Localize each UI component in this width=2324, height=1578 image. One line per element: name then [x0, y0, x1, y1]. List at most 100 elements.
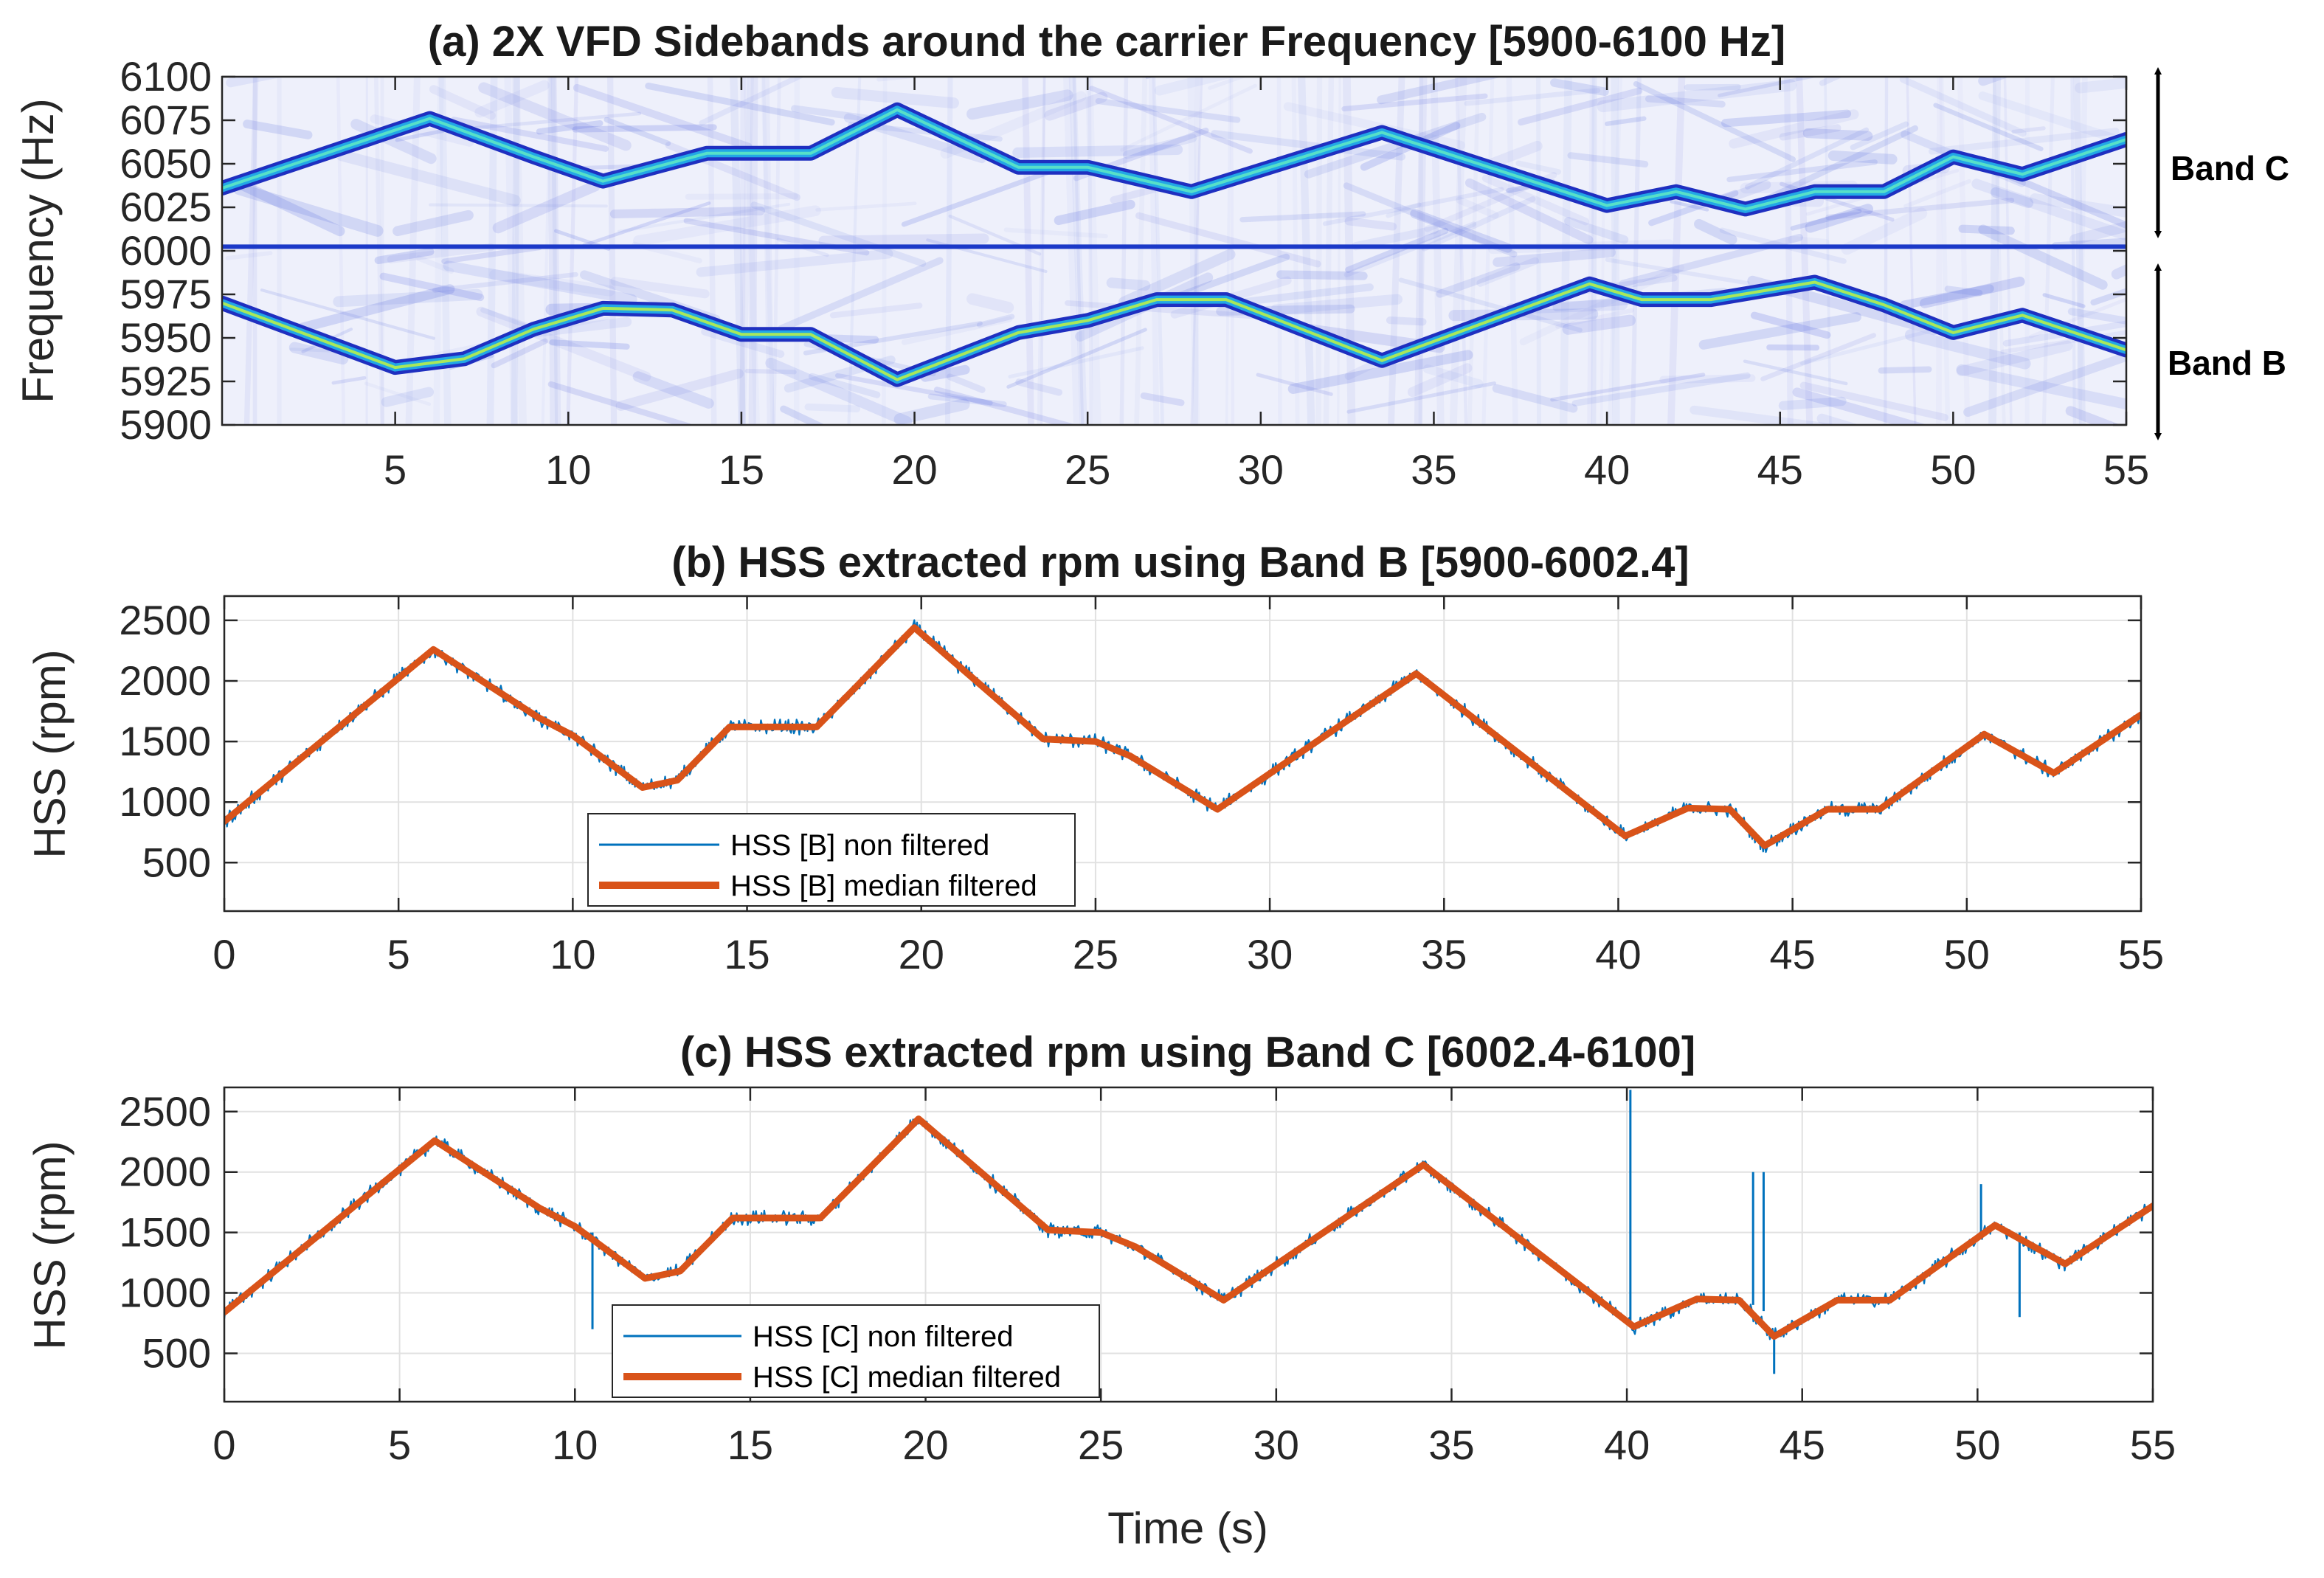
spectrogram-streak [387, 243, 495, 263]
spectrogram-streak [1140, 392, 1185, 406]
axes-box [223, 595, 2143, 913]
spectrogram-streak [1304, 112, 1487, 179]
spectrogram-vertical-streak [1824, 77, 1832, 425]
spectrogram-streak [834, 373, 993, 406]
series-median-filtered [224, 1115, 2153, 1340]
spectrogram-streak [1562, 314, 1636, 335]
spectrogram-streak [1519, 263, 1684, 346]
spectrogram-streak [1065, 300, 1256, 319]
spectrogram-streak [1154, 77, 1237, 96]
spectrogram-vertical-streak [707, 77, 717, 425]
spectrogram-vertical-streak [1087, 77, 1093, 425]
spectrogram-streak [1819, 77, 1844, 86]
spectrogram-streak [1802, 128, 1873, 141]
spectrogram-streak [1386, 316, 1427, 326]
spectrogram-streak [547, 381, 692, 425]
spectrogram-streak [1963, 351, 2126, 417]
spectrogram-vertical-streak [1229, 77, 1235, 425]
band-b-label: Band B [2168, 344, 2286, 382]
spectrogram-vertical-streak [1342, 77, 1356, 425]
x-tick-label: 25 [1065, 446, 1110, 493]
spectrogram-streak [1211, 130, 1406, 161]
x-tick-label: 5 [388, 1422, 411, 1468]
spectrogram-streak [617, 202, 791, 233]
spectrogram-streak [1407, 363, 1473, 398]
spectrogram-streak [1878, 366, 1932, 374]
spectrogram-vertical-streak [1796, 77, 1813, 425]
band-c-trace-core [222, 108, 2126, 211]
spectrogram-streak [1351, 225, 1439, 251]
spectrogram-streak [1555, 308, 1634, 329]
spectrogram-streak [336, 149, 521, 207]
spectrogram-streak [370, 114, 474, 147]
spectrogram-vertical-streak [606, 77, 618, 425]
spectrogram-vertical-streak [1068, 77, 1087, 425]
spectrogram-streak [1464, 88, 1601, 106]
spectrogram-vertical-streak [761, 77, 775, 425]
spectrogram-streak [364, 381, 432, 406]
spectrogram-streak [610, 277, 710, 299]
spectrogram-streak [1645, 95, 1726, 108]
x-tick-label: 40 [1604, 1422, 1650, 1468]
spectrogram-vertical-streak [511, 77, 527, 425]
spectrogram-streak [1690, 405, 1842, 425]
spectrogram-streak [946, 373, 986, 393]
series-median-filtered [224, 624, 2141, 849]
spectrogram-streak [1436, 262, 1521, 298]
spectrogram-streak [429, 203, 608, 208]
y-tick-label: 5975 [120, 271, 212, 317]
spectrogram-streak [1670, 200, 1709, 212]
spectrogram-streak [1633, 80, 1796, 162]
spectrogram-streak [395, 128, 445, 142]
spectrogram-streak [920, 364, 970, 382]
spectrogram-vertical-streak [1152, 77, 1165, 425]
spectrogram-vertical-streak [1935, 77, 1943, 425]
spectrogram-vertical-streak [1938, 77, 1951, 425]
y-tick-label: 2500 [119, 597, 211, 643]
x-tick-label: 45 [1757, 446, 1803, 493]
spectrogram-vertical-streak [1608, 77, 1623, 425]
spectrogram-streak [480, 307, 531, 329]
x-tick-label: 25 [1078, 1422, 1124, 1468]
spectrogram-streak [1422, 364, 1484, 389]
spectrogram-vertical-streak [1430, 77, 1445, 425]
spectrogram-streak [1933, 103, 2044, 152]
spectrogram-streak [572, 124, 717, 133]
spectrogram-streak [441, 244, 542, 264]
spectrogram-streak [1054, 199, 1135, 226]
spectrogram-streak [1743, 359, 1848, 386]
spectrogram-vertical-streak [547, 77, 558, 425]
y-tick-label: 1000 [119, 1270, 211, 1316]
panel-c-legend: HSS [C] non filtered HSS [C] median filt… [612, 1304, 1100, 1398]
x-tick-label: 55 [2103, 446, 2149, 493]
spectrogram-streak [1322, 187, 1504, 226]
spectrogram-vertical-streak [1414, 77, 1428, 425]
spectrogram-streak [829, 302, 923, 319]
spectrogram-streak [1597, 79, 1797, 113]
spectrogram-streak [1488, 140, 1543, 168]
panel-c-grid [224, 1087, 2154, 1402]
y-tick-label: 1500 [119, 718, 211, 764]
spectrogram-streak [778, 257, 944, 333]
spectrogram-vertical-streak [1187, 77, 1200, 425]
spectrogram-streak [2067, 308, 2126, 325]
spectrogram-streak [633, 205, 821, 246]
legend-filtered-label: HSS [C] median filtered [753, 1361, 1061, 1394]
spectrogram-streak [1850, 121, 1909, 150]
spectrogram-vertical-streak [2073, 77, 2086, 425]
spectrogram-vertical-streak [730, 77, 746, 425]
spectrogram-streak [1242, 283, 1374, 305]
spectrogram-vertical-streak [743, 77, 761, 425]
spectrogram-streak [1398, 277, 1583, 333]
spectrogram-streak [1825, 197, 2015, 221]
spectrogram-streak [1899, 77, 2027, 137]
spectrogram-streak [1118, 249, 1236, 308]
spectrogram-streak [818, 233, 989, 246]
x-tick-label: 45 [1780, 1422, 1825, 1468]
spectrogram-streak [288, 342, 349, 365]
spectrogram-streak [1493, 247, 1616, 267]
spectrogram-streak [432, 271, 578, 293]
spectrogram-vertical-streak [511, 77, 520, 425]
spectrogram-vertical-streak [1988, 77, 2002, 425]
spectrogram-streak [2074, 77, 2126, 94]
